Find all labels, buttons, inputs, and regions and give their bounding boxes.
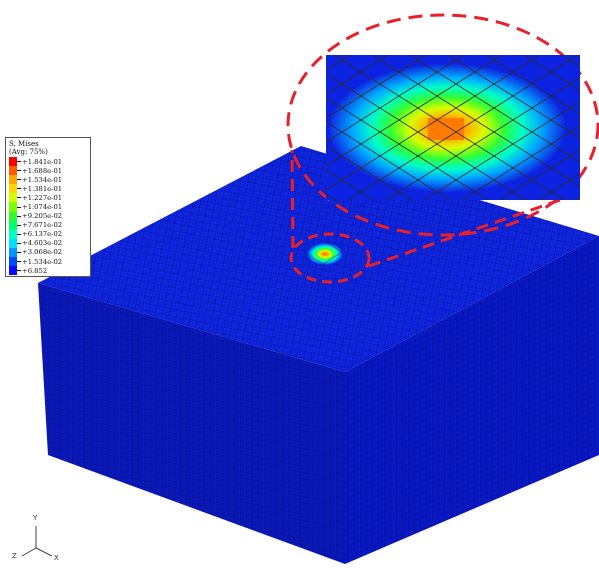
model-left-face bbox=[38, 283, 345, 564]
legend-value: +1.534e-01 bbox=[22, 175, 63, 184]
legend-tick bbox=[17, 233, 21, 235]
legend-row: +1.688e-01 bbox=[9, 166, 87, 176]
stress-legend: S, Mises (Avg: 75%) +1.841e-01 +1.688e-01… bbox=[5, 137, 91, 277]
legend-row: +9.205e-02 bbox=[9, 211, 87, 221]
legend-tick bbox=[17, 179, 21, 181]
legend-swatch bbox=[9, 266, 17, 276]
axis-z-label: Z bbox=[12, 552, 17, 560]
legend-row: +1.534e-01 bbox=[9, 175, 87, 185]
legend-row: +1.534e-02 bbox=[9, 257, 87, 267]
callout-line-left bbox=[290, 149, 295, 249]
legend-value: +1.227e-01 bbox=[22, 193, 63, 202]
legend-value: +3.068e-02 bbox=[22, 248, 63, 257]
axis-y-label: Y bbox=[33, 514, 38, 522]
legend-row: +6.852 bbox=[9, 266, 87, 276]
legend-row: +1.227e-01 bbox=[9, 193, 87, 203]
legend-tick bbox=[17, 206, 21, 208]
hotspot-mesh bbox=[307, 243, 343, 265]
legend-swatch bbox=[9, 229, 17, 239]
legend-value: +1.688e-01 bbox=[22, 166, 63, 175]
legend-row: +1.074e-01 bbox=[9, 202, 87, 212]
legend-tick bbox=[17, 242, 21, 244]
axis-triad: Y Z X bbox=[12, 514, 68, 568]
legend-value: +6.137e-02 bbox=[22, 230, 63, 239]
hotspot-highlight-ring bbox=[289, 232, 371, 284]
legend-tick bbox=[17, 161, 21, 163]
legend-value: +4.603e-02 bbox=[22, 239, 63, 248]
legend-tick bbox=[17, 261, 21, 263]
legend-row: +1.841e-01 bbox=[9, 157, 87, 167]
callout-line-right bbox=[368, 198, 561, 268]
legend-row: +4.603e-02 bbox=[9, 238, 87, 248]
legend-tick bbox=[17, 224, 21, 226]
zoom-highlight-ring bbox=[286, 13, 599, 237]
legend-swatch bbox=[9, 220, 17, 230]
legend-tick bbox=[17, 270, 21, 272]
legend-swatch bbox=[9, 247, 17, 258]
legend-swatch bbox=[9, 257, 17, 267]
legend-row: +6.137e-02 bbox=[9, 229, 87, 239]
legend-swatch bbox=[9, 202, 17, 212]
legend-row: +7.671e-02 bbox=[9, 220, 87, 230]
legend-tick bbox=[17, 197, 21, 199]
legend-tick bbox=[17, 215, 21, 217]
legend-row: +3.068e-02 bbox=[9, 247, 87, 258]
legend-tick bbox=[17, 251, 21, 253]
legend-value: +1.534e-02 bbox=[22, 257, 63, 266]
legend-swatch bbox=[9, 238, 17, 248]
legend-swatch bbox=[9, 157, 17, 167]
legend-value: +7.671e-02 bbox=[22, 221, 63, 230]
legend-value: +1.381e-01 bbox=[22, 184, 63, 193]
legend-value: +1.074e-01 bbox=[22, 203, 63, 212]
legend-swatch bbox=[9, 184, 17, 194]
model-right-face bbox=[345, 236, 599, 564]
legend-swatch bbox=[9, 211, 17, 221]
legend-tick bbox=[17, 188, 21, 190]
legend-title: S, Mises bbox=[9, 140, 39, 148]
legend-value: +6.852 bbox=[22, 266, 48, 275]
legend-subtitle: (Avg: 75%) bbox=[9, 148, 48, 156]
legend-row: +1.381e-01 bbox=[9, 184, 87, 194]
axis-triad-icon bbox=[21, 526, 53, 557]
legend-value: +1.841e-01 bbox=[22, 157, 63, 166]
legend-scale: +1.841e-01 +1.688e-01 +1.534e-01 +1.381e-01… bbox=[9, 157, 87, 276]
axis-x-label: X bbox=[54, 554, 59, 562]
legend-swatch bbox=[9, 166, 17, 176]
legend-swatch bbox=[9, 175, 17, 185]
zoom-inset[interactable] bbox=[326, 55, 580, 200]
legend-tick bbox=[17, 170, 21, 172]
legend-swatch bbox=[9, 193, 17, 203]
legend-value: +9.205e-02 bbox=[22, 212, 63, 221]
